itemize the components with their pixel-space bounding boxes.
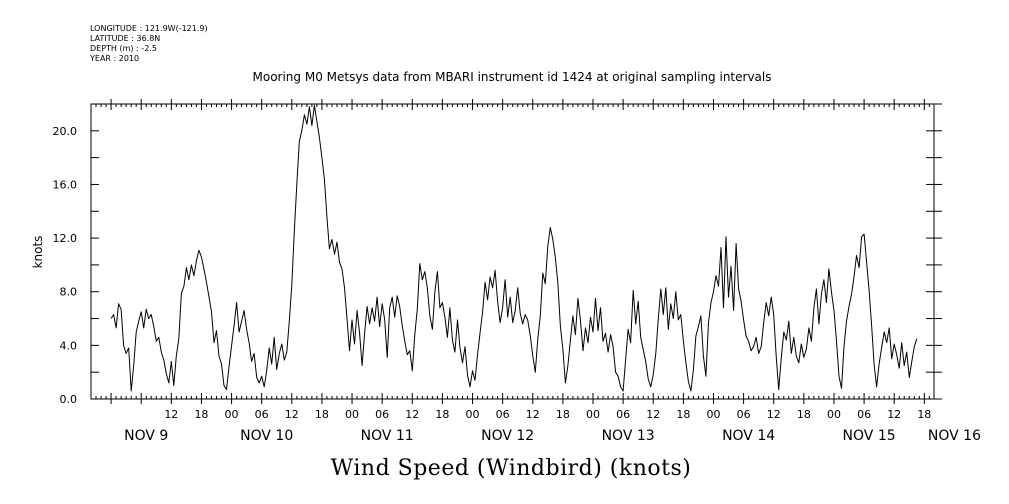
x-hour-tick-label: 00 [827, 408, 841, 421]
meta-year: YEAR : 2010 [89, 54, 139, 63]
x-hour-tick-label: 12 [405, 408, 419, 421]
x-hour-tick-label: 06 [616, 408, 630, 421]
y-tick-label: 4.0 [60, 339, 78, 352]
y-axis-label: knots [31, 236, 45, 269]
x-hour-tick-label: 18 [435, 408, 449, 421]
y-tick-label: 16.0 [53, 178, 78, 191]
x-hour-tick-label: 12 [526, 408, 540, 421]
y-tick-label: 20.0 [53, 125, 78, 138]
x-date-label: NOV 14 [722, 428, 775, 444]
y-tick-label: 0.0 [60, 393, 78, 406]
x-date-label: NOV 11 [361, 428, 414, 444]
meta-latitude: LATITUDE : 36.8N [90, 34, 160, 43]
x-axis-ticks: 12 18 00 06 12 18 00 06 12 18 00 06 12 18 00 06 12 18 00 06… [90, 99, 981, 444]
meta-longitude: LONGITUDE : 121.9W(-121.9) [90, 24, 208, 33]
x-hour-tick-label: 00 [345, 408, 359, 421]
x-hour-tick-label: 06 [496, 408, 510, 421]
x-hour-tick-label: 18 [797, 408, 811, 421]
x-axis-label: Wind Speed (Windbird) (knots) [331, 456, 692, 481]
series-line-0 [110, 104, 918, 392]
x-hour-tick-label: 18 [556, 408, 570, 421]
x-hour-tick-label: 12 [164, 408, 178, 421]
x-hour-tick-label: 12 [285, 408, 299, 421]
x-hour-tick-label: 12 [767, 408, 781, 421]
chart-title: Mooring M0 Metsys data from MBARI instru… [253, 70, 772, 84]
x-date-label: NOV 16 [928, 428, 981, 444]
x-hour-tick-label: 12 [646, 408, 660, 421]
x-date-label: NOV 10 [240, 428, 293, 444]
x-hour-tick-label: 00 [466, 408, 480, 421]
y-tick-label: 8.0 [60, 286, 78, 299]
x-hour-tick-label: 18 [917, 408, 931, 421]
x-hour-tick-label: 06 [737, 408, 751, 421]
y-tick-label: 12.0 [53, 232, 78, 245]
x-hour-tick-label: 18 [194, 408, 208, 421]
metadata-block: LONGITUDE : 121.9W(-121.9) LATITUDE : 36… [89, 24, 208, 63]
series-group [110, 104, 918, 392]
x-hour-tick-label: 06 [857, 408, 871, 421]
x-date-label: NOV 15 [843, 428, 896, 444]
x-hour-tick-label: 06 [255, 408, 269, 421]
x-hour-tick-label: 18 [676, 408, 690, 421]
x-hour-tick-label: 06 [375, 408, 389, 421]
x-date-label: NOV 9 [124, 428, 168, 444]
x-hour-tick-label: 18 [315, 408, 329, 421]
x-hour-tick-label: 00 [225, 408, 239, 421]
x-date-label: NOV 13 [602, 428, 655, 444]
y-axis-ticks: 0.0 4.0 8.0 12.0 16.0 20.0 [53, 103, 942, 406]
plot-area-frame [90, 103, 935, 400]
x-hour-tick-label: 12 [887, 408, 901, 421]
x-hour-tick-label: 00 [586, 408, 600, 421]
meta-depth: DEPTH (m) : -2.5 [90, 44, 157, 53]
x-date-label: NOV 12 [481, 428, 534, 444]
x-hour-tick-label: 00 [706, 408, 720, 421]
